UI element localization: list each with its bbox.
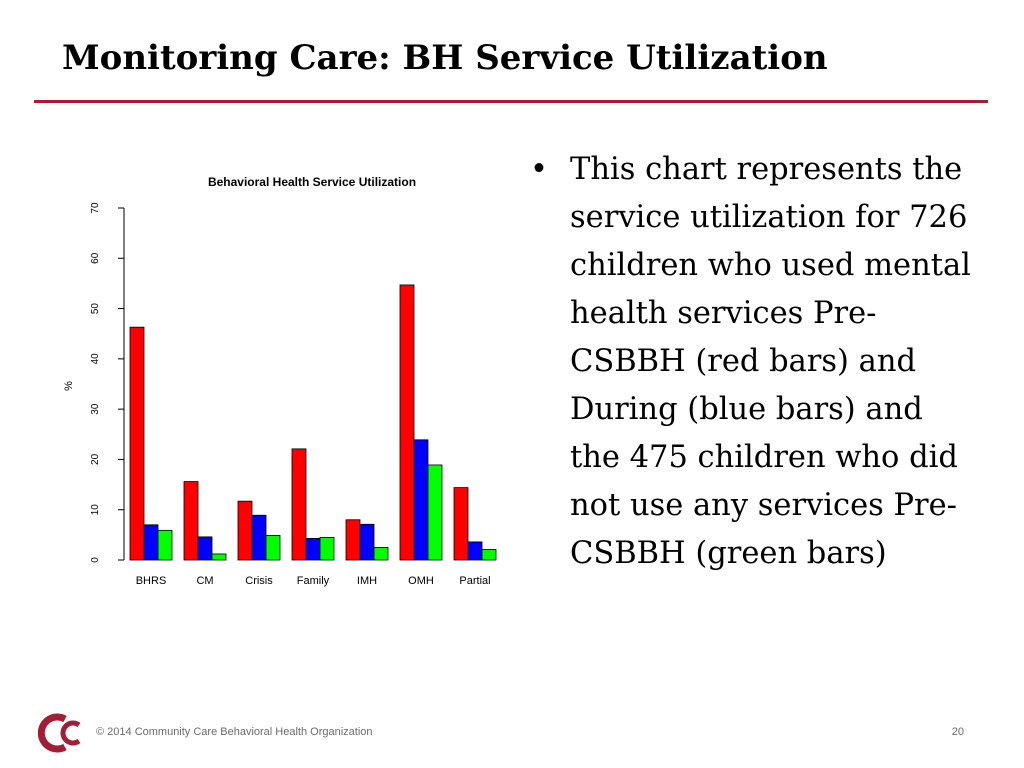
y-tick-label: 40 bbox=[90, 353, 101, 365]
y-tick-label: 70 bbox=[90, 202, 101, 214]
page-number: 20 bbox=[951, 726, 964, 738]
x-tick-label: IMH bbox=[357, 575, 377, 587]
bar-cm-2 bbox=[211, 553, 227, 561]
x-tick-label: Partial bbox=[459, 575, 490, 587]
bullet-marker: • bbox=[530, 152, 548, 187]
bar-partial-0 bbox=[453, 487, 469, 561]
x-axis-labels: BHRS CM Crisis Family IMH OMH Partial bbox=[136, 575, 491, 587]
title-divider bbox=[34, 100, 988, 103]
x-tick-label: OMH bbox=[408, 575, 434, 587]
bullet-item: This chart represents the service utiliz… bbox=[570, 152, 971, 571]
y-axis: 0 10 20 30 40 50 60 70 bbox=[90, 202, 125, 563]
chart-y-axis-label: % bbox=[63, 381, 75, 391]
bar-family-0 bbox=[291, 448, 307, 561]
y-tick-label: 10 bbox=[90, 504, 101, 516]
bar-chart: Behavioral Health Service Utilization % … bbox=[58, 160, 508, 600]
slide-title: Monitoring Care: BH Service Utilization bbox=[62, 38, 828, 78]
y-tick-label: 60 bbox=[90, 252, 101, 264]
x-tick-label: Crisis bbox=[245, 575, 273, 587]
bar-bhrs-1 bbox=[143, 524, 159, 561]
bar-omh-1 bbox=[413, 439, 429, 561]
x-tick-label: CM bbox=[196, 575, 213, 587]
y-tick-label: 0 bbox=[90, 557, 101, 563]
bar-partial-2 bbox=[481, 549, 497, 561]
bar-family-1 bbox=[305, 537, 321, 561]
bar-cm-1 bbox=[197, 536, 213, 561]
bar-partial-1 bbox=[467, 541, 483, 561]
bar-crisis-2 bbox=[265, 534, 281, 561]
bar-cm-0 bbox=[183, 481, 199, 561]
y-tick-label: 30 bbox=[90, 403, 101, 415]
bar-bhrs-0 bbox=[129, 326, 145, 561]
bar-imh-0 bbox=[345, 519, 361, 561]
community-care-logo bbox=[38, 713, 81, 753]
x-tick-label: BHRS bbox=[136, 575, 167, 587]
footer-copyright: © 2014 Community Care Behavioral Health … bbox=[96, 726, 373, 738]
chart-title: Behavioral Health Service Utilization bbox=[208, 175, 416, 189]
bar-omh-0 bbox=[399, 284, 415, 561]
bars bbox=[129, 284, 497, 561]
bar-family-2 bbox=[319, 536, 335, 561]
y-tick-label: 20 bbox=[90, 453, 101, 465]
bar-crisis-1 bbox=[251, 514, 267, 561]
bar-bhrs-2 bbox=[157, 529, 173, 561]
y-tick-label: 50 bbox=[90, 303, 101, 315]
bar-imh-2 bbox=[373, 547, 389, 561]
x-tick-label: Family bbox=[297, 575, 330, 587]
bullet-list: • This chart represents the service util… bbox=[530, 146, 990, 578]
bar-imh-1 bbox=[359, 523, 375, 561]
bar-crisis-0 bbox=[237, 500, 253, 561]
bar-omh-2 bbox=[427, 464, 443, 561]
